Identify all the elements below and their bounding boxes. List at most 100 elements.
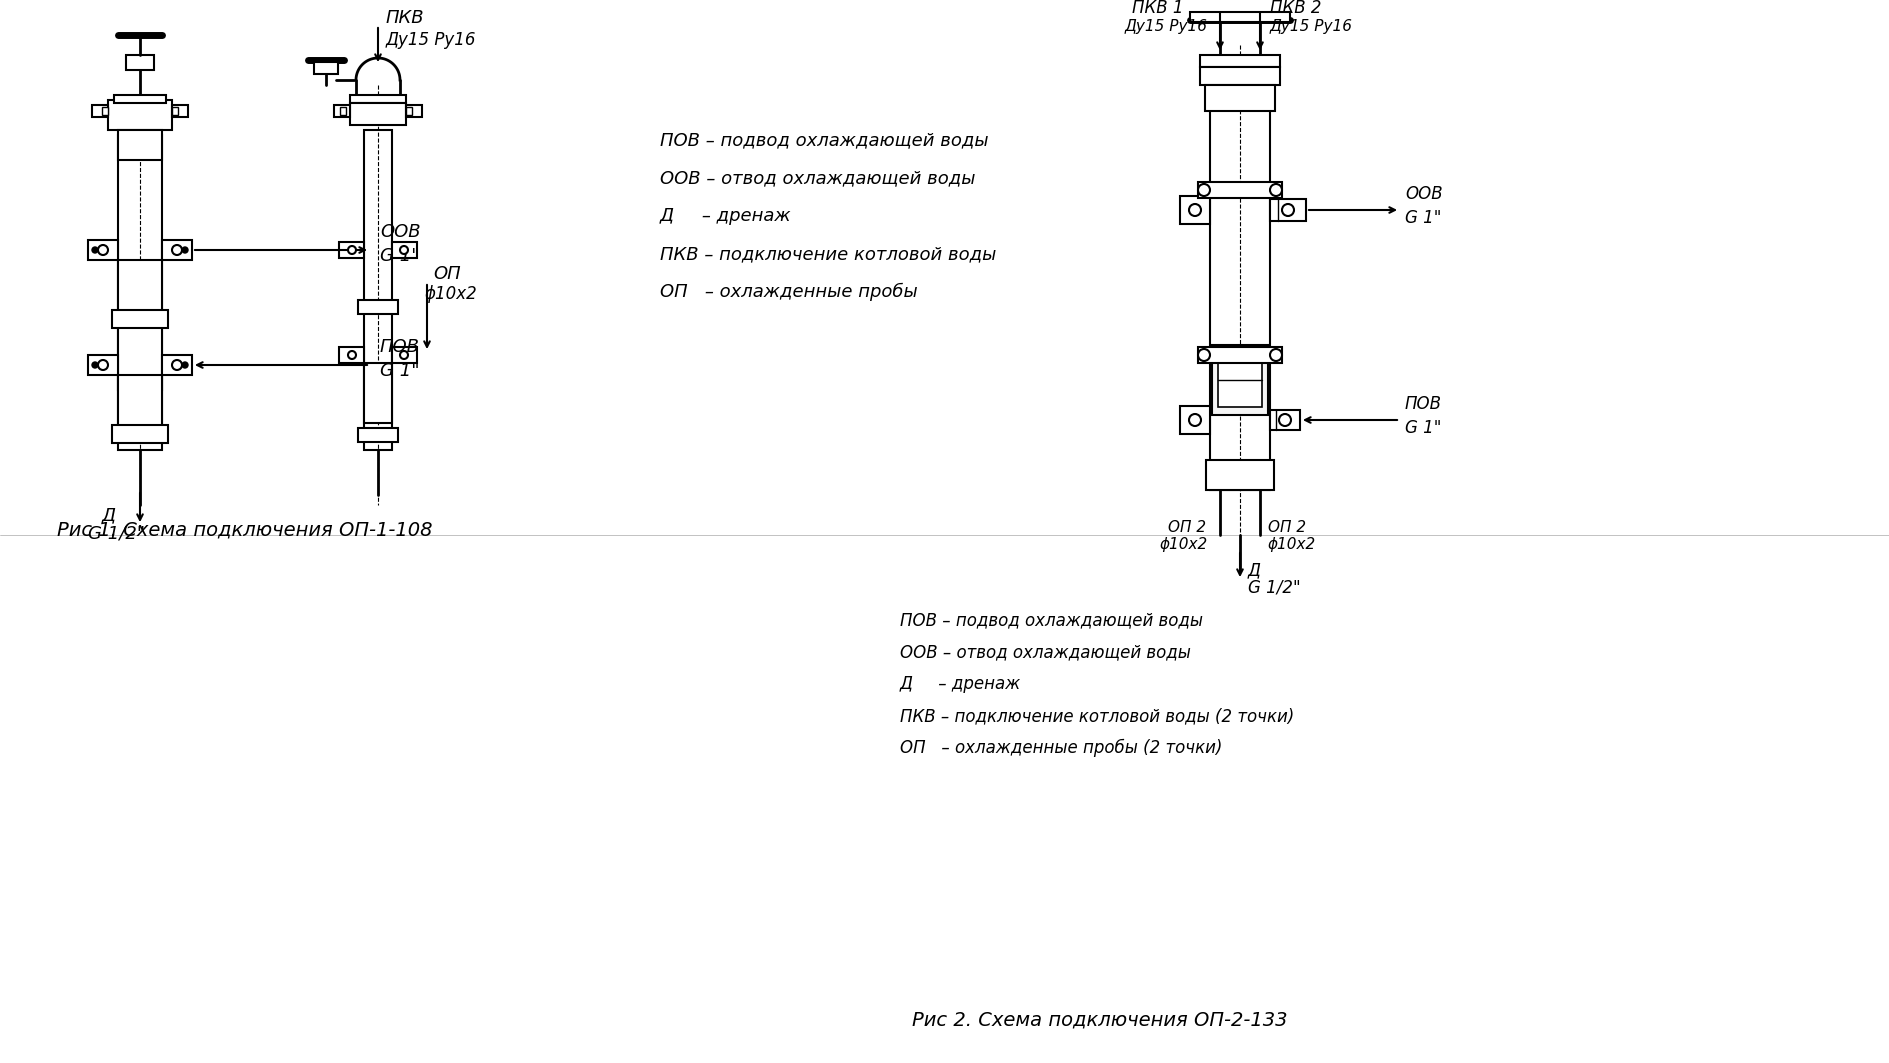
- Circle shape: [93, 362, 98, 368]
- Circle shape: [348, 351, 355, 359]
- Bar: [406, 107, 412, 115]
- Bar: [117, 375, 162, 431]
- Bar: [162, 355, 193, 375]
- Text: ООВ: ООВ: [380, 223, 421, 241]
- Text: ООВ – отвод охлаждающей воды: ООВ – отвод охлаждающей воды: [659, 169, 975, 187]
- Circle shape: [1269, 184, 1281, 196]
- Text: ОП 2: ОП 2: [1268, 521, 1305, 536]
- Bar: [117, 260, 162, 390]
- Text: G 1/2": G 1/2": [1247, 579, 1300, 597]
- Bar: [172, 105, 187, 117]
- Circle shape: [1198, 184, 1209, 196]
- Text: ОП 2: ОП 2: [1167, 521, 1205, 536]
- Text: Д: Д: [102, 506, 115, 524]
- Text: G 1": G 1": [380, 362, 419, 379]
- Text: ООВ – отвод охлаждающей воды: ООВ – отвод охлаждающей воды: [899, 643, 1190, 661]
- Bar: [365, 362, 391, 423]
- Bar: [1198, 182, 1281, 198]
- Text: G 1": G 1": [1404, 419, 1441, 437]
- Circle shape: [1281, 204, 1294, 216]
- Bar: [117, 130, 162, 161]
- Text: ПКВ: ПКВ: [385, 9, 425, 27]
- Bar: [406, 105, 421, 117]
- Text: ϕ10х2: ϕ10х2: [1160, 538, 1207, 553]
- Text: ОП   – охлажденные пробы: ОП – охлажденные пробы: [659, 283, 918, 301]
- Circle shape: [98, 360, 108, 370]
- Bar: [391, 242, 417, 258]
- Text: ПКВ – подключение котловой воды: ПКВ – подключение котловой воды: [659, 244, 996, 263]
- Text: ООВ: ООВ: [1404, 185, 1441, 203]
- Circle shape: [181, 362, 187, 368]
- Text: G 1/2": G 1/2": [89, 525, 145, 543]
- Text: ПКВ – подключение котловой воды (2 точки): ПКВ – подключение котловой воды (2 точки…: [899, 707, 1294, 725]
- Text: Рис 1. Схема подключения ОП-1-108: Рис 1. Схема подключения ОП-1-108: [57, 521, 433, 540]
- Bar: [338, 347, 365, 362]
- Circle shape: [348, 246, 355, 254]
- Circle shape: [1269, 349, 1281, 361]
- Bar: [111, 310, 168, 328]
- Bar: [93, 105, 108, 117]
- Text: Д: Д: [1247, 561, 1260, 579]
- Bar: [89, 355, 117, 375]
- Bar: [127, 55, 153, 70]
- Text: Д     – дренаж: Д – дренаж: [659, 207, 791, 225]
- Text: ПКВ 1: ПКВ 1: [1132, 0, 1183, 17]
- Circle shape: [400, 351, 408, 359]
- Bar: [1190, 12, 1290, 22]
- Bar: [111, 425, 168, 443]
- Bar: [338, 242, 365, 258]
- Text: ПОВ: ПОВ: [380, 338, 419, 356]
- Bar: [391, 347, 417, 362]
- Bar: [108, 100, 172, 130]
- Bar: [365, 130, 391, 450]
- Bar: [1179, 196, 1209, 224]
- Bar: [1205, 85, 1275, 111]
- Text: Рис 2. Схема подключения ОП-2-133: Рис 2. Схема подключения ОП-2-133: [912, 1011, 1286, 1029]
- Text: Ду15 Ру16: Ду15 Ру16: [1269, 18, 1353, 34]
- Bar: [1269, 410, 1300, 431]
- Text: G 1": G 1": [1404, 209, 1441, 227]
- Bar: [1269, 199, 1305, 221]
- Text: Ду15 Ру16: Ду15 Ру16: [1124, 18, 1207, 34]
- Text: ПОВ: ПОВ: [1404, 395, 1441, 414]
- Bar: [334, 105, 349, 117]
- Circle shape: [400, 246, 408, 254]
- Circle shape: [181, 247, 187, 253]
- Bar: [162, 240, 193, 260]
- Bar: [1198, 347, 1281, 362]
- Bar: [102, 107, 108, 115]
- Bar: [1217, 353, 1262, 407]
- Bar: [1211, 345, 1268, 415]
- Text: ϕ10х2: ϕ10х2: [1268, 538, 1315, 553]
- Circle shape: [1279, 414, 1290, 426]
- Text: ОП   – охлажденные пробы (2 точки): ОП – охлажденные пробы (2 точки): [899, 739, 1222, 757]
- Text: ϕ10х2: ϕ10х2: [425, 285, 478, 303]
- Bar: [113, 95, 166, 103]
- Bar: [357, 428, 399, 442]
- Bar: [314, 62, 338, 74]
- Circle shape: [1198, 349, 1209, 361]
- Text: ПОВ – подвод охлаждающей воды: ПОВ – подвод охлаждающей воды: [659, 131, 988, 149]
- Bar: [357, 300, 399, 314]
- Text: Д     – дренаж: Д – дренаж: [899, 675, 1020, 693]
- Bar: [117, 135, 162, 450]
- Circle shape: [172, 244, 181, 255]
- Text: G 1": G 1": [380, 247, 419, 265]
- Circle shape: [172, 360, 181, 370]
- Bar: [1200, 67, 1279, 85]
- Bar: [1205, 460, 1273, 490]
- Bar: [1200, 55, 1279, 67]
- Bar: [349, 103, 406, 125]
- Circle shape: [98, 244, 108, 255]
- Bar: [89, 240, 117, 260]
- Bar: [340, 107, 346, 115]
- Bar: [172, 107, 178, 115]
- Circle shape: [1188, 414, 1200, 426]
- Text: ОП: ОП: [433, 265, 461, 283]
- Text: ПОВ – подвод охлаждающей воды: ПОВ – подвод охлаждающей воды: [899, 611, 1203, 629]
- Text: Ду15 Ру16: Ду15 Ру16: [385, 31, 476, 49]
- Circle shape: [93, 247, 98, 253]
- Text: ПКВ 2: ПКВ 2: [1269, 0, 1320, 17]
- Bar: [1209, 109, 1269, 490]
- Circle shape: [1188, 204, 1200, 216]
